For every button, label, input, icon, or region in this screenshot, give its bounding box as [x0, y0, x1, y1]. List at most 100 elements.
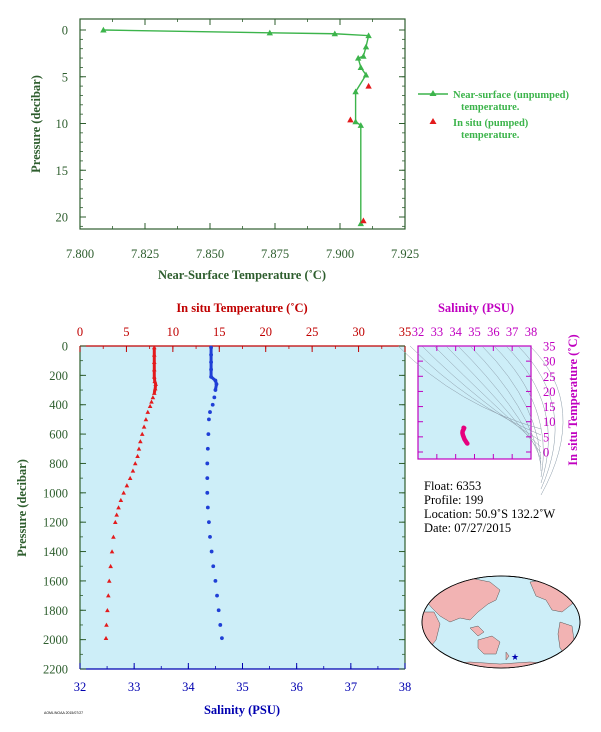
- info-profile: Profile: 199: [424, 493, 483, 507]
- ts-y-tick-label: 35: [543, 340, 556, 354]
- y-tick-label: 0: [62, 24, 68, 38]
- density-contour: [517, 345, 556, 490]
- salinity-point: [205, 461, 210, 466]
- near-surface-point: [331, 30, 338, 37]
- top-x-tick-label: 0: [77, 325, 83, 339]
- salinity-point: [209, 345, 213, 350]
- temperature-point: [111, 534, 116, 539]
- temperature-point: [145, 409, 151, 414]
- near-surface-point: [355, 54, 362, 61]
- y-tick-label: 1400: [43, 545, 68, 559]
- ts-y-tick-label: 10: [543, 415, 556, 429]
- top-x-tick-label: 15: [213, 325, 226, 339]
- x-tick-label: 7.925: [391, 247, 419, 261]
- near-surface-point: [357, 64, 364, 70]
- x-tick-label: 7.825: [131, 247, 159, 261]
- x-tick-label: 7.800: [66, 247, 94, 261]
- ts-y-tick-label: 20: [543, 385, 556, 399]
- near-surface-point: [352, 88, 359, 95]
- temperature-point: [139, 431, 145, 436]
- legend-insitu-label-1: In situ (pumped): [453, 118, 529, 129]
- near-surface-point: [365, 32, 372, 39]
- temperature-point: [151, 352, 157, 357]
- y-tick-label: 800: [49, 457, 68, 471]
- ts-ylabel: In situ Temperature (˚C): [566, 334, 580, 465]
- y-tick-label: 2200: [43, 663, 68, 677]
- ts-x-tick-label: 32: [412, 325, 425, 339]
- bottom-x-tick-label: 35: [236, 680, 249, 694]
- ts-curve: [460, 425, 470, 446]
- temperature-point: [153, 381, 158, 387]
- temperature-point: [109, 549, 115, 554]
- temperature-point: [106, 593, 111, 598]
- salinity-point: [205, 490, 210, 495]
- salinity-point: [209, 352, 213, 357]
- map-outline: [421, 575, 581, 669]
- y-tick-label: 15: [56, 164, 69, 178]
- temperature-point: [150, 395, 156, 400]
- near-surface-axes: 7.800 7.825 7.850 7.875 7.900 7.925 0 5 10 15 20: [56, 19, 419, 261]
- temperature-point: [130, 468, 136, 473]
- salinity-point: [214, 382, 219, 387]
- salinity-point: [205, 446, 210, 451]
- salinity-point: [220, 636, 224, 641]
- bottom-x-tick-label: 37: [345, 680, 358, 694]
- salinity-point: [215, 593, 219, 598]
- y-tick-label: 0: [62, 340, 68, 354]
- profile-bottom-xlabel: Salinity (PSU): [204, 703, 280, 717]
- ts-x-tick-label: 37: [506, 325, 519, 339]
- density-contour: [505, 345, 549, 484]
- temperature-point: [136, 446, 142, 451]
- insitu-point: [347, 116, 354, 123]
- x-tick-label: 7.875: [261, 247, 289, 261]
- density-contour: [457, 345, 542, 460]
- location-map: ★: [421, 575, 581, 669]
- salinity-point: [213, 378, 218, 383]
- near-surface-point: [266, 29, 273, 36]
- insitu-point: [360, 217, 367, 224]
- temperature-point: [118, 497, 124, 502]
- near-surface-point: [100, 26, 107, 33]
- y-tick-label: 1800: [43, 604, 68, 618]
- info-float: Float: 6353: [424, 479, 481, 493]
- y-tick-label: 20: [56, 211, 69, 225]
- y-tick-label: 400: [49, 398, 68, 412]
- ts-density-contours: [397, 345, 564, 496]
- temperature-point: [124, 483, 130, 488]
- top-x-tick-label: 35: [399, 325, 412, 339]
- temperature-point: [151, 374, 157, 379]
- temperature-point: [108, 563, 113, 569]
- y-tick-label: 1600: [43, 574, 68, 588]
- temperature-point: [121, 490, 126, 495]
- near-surface-point: [357, 122, 364, 128]
- bottom-x-tick-label: 38: [399, 680, 412, 694]
- info-date: Date: 07/27/2015: [424, 521, 511, 535]
- legend-insitu-marker: [429, 118, 437, 124]
- salinity-point: [212, 395, 217, 400]
- top-x-tick-label: 5: [123, 325, 129, 339]
- temperature-point: [143, 417, 149, 422]
- ts-x-tick-label: 33: [431, 325, 444, 339]
- y-tick-label: 600: [49, 428, 68, 442]
- salinity-point: [211, 564, 216, 569]
- legend-near-surface-label-2: temperature.: [461, 102, 520, 113]
- near-surface-chart: 7.800 7.825 7.850 7.875 7.900 7.925 0 5 10 15 20 N…: [29, 18, 569, 282]
- ts-x-tick-label: 38: [525, 325, 538, 339]
- legend-near-surface-label-1: Near-surface (unpumped): [453, 90, 569, 101]
- profile-axes: 0 5 10 15 20 25 30 35 32 33 34 35 36 37 38 0 200 400 600 80…: [43, 325, 411, 694]
- temperature-point: [152, 378, 158, 384]
- near-surface-plot-frame: [79, 18, 406, 230]
- salinity-point: [218, 623, 223, 627]
- near-surface-point: [360, 52, 367, 59]
- temperature-point: [132, 461, 138, 466]
- temperature-point: [151, 345, 157, 350]
- near-surface-ylabel: Pressure (decibar): [29, 75, 43, 173]
- y-tick-label: 1000: [43, 486, 68, 500]
- near-surface-legend: Near-surface (unpumped) temperature. In …: [418, 90, 569, 141]
- insitu-point: [365, 82, 372, 89]
- salinity-point: [213, 579, 218, 583]
- profile-top-xlabel: In situ Temperature (˚C): [176, 301, 307, 315]
- temperature-point: [138, 439, 143, 444]
- temperature-point: [112, 519, 118, 525]
- salinity-point: [206, 432, 211, 436]
